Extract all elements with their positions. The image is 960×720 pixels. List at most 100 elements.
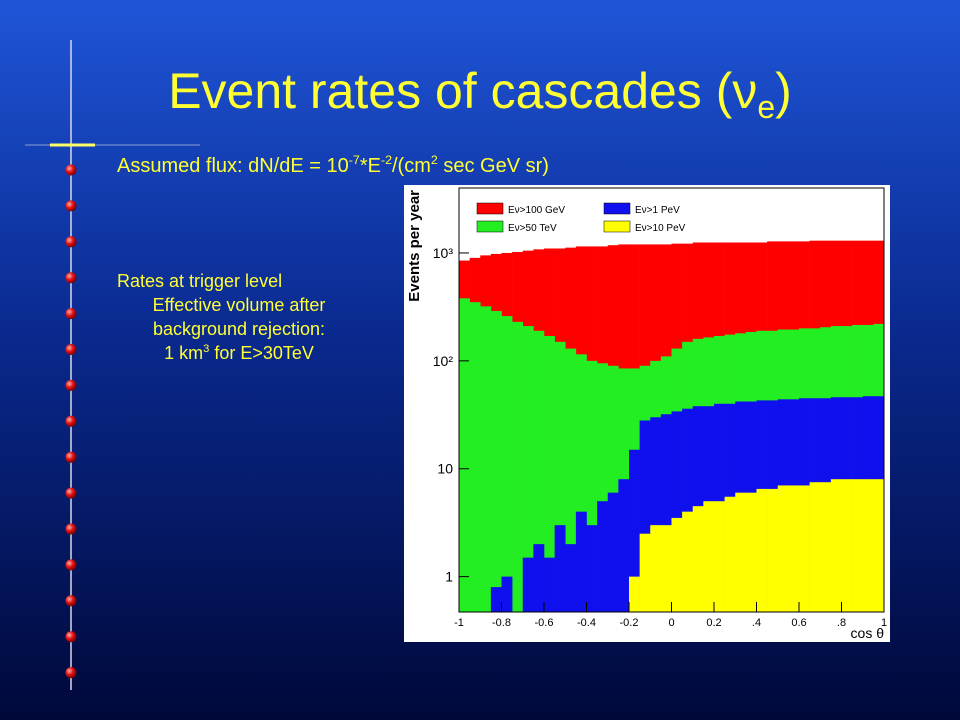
slide-title: Event rates of cascades (νe)	[168, 63, 792, 125]
legend-swatch	[476, 220, 504, 233]
histogram-bar	[830, 479, 842, 612]
histogram-bar	[586, 525, 598, 612]
module-ball	[65, 487, 77, 499]
histogram-bar	[788, 485, 800, 612]
legend-swatch	[603, 202, 631, 215]
text-run: Rates at trigger level	[117, 271, 282, 291]
histogram-bar	[512, 321, 524, 612]
histogram-bar	[682, 511, 694, 612]
histogram-bar	[565, 348, 577, 612]
legend-swatch	[476, 202, 504, 215]
legend-swatch	[603, 220, 631, 233]
histogram-bar	[820, 482, 832, 612]
x-tick-label: 1	[881, 617, 887, 629]
histogram-bar	[682, 408, 694, 612]
text-run: for E>30TeV	[209, 343, 314, 363]
module-ball	[65, 667, 77, 679]
histogram-bar	[767, 488, 779, 612]
histogram-bar	[522, 557, 534, 612]
module-ball	[65, 415, 77, 427]
module-ball	[65, 379, 77, 391]
module-ball	[65, 272, 77, 284]
histogram-bar	[469, 302, 481, 612]
histogram-bar	[522, 326, 534, 612]
x-tick-label: -0.2	[620, 617, 639, 629]
detector-modules	[65, 164, 77, 679]
histogram-bar	[714, 501, 725, 612]
histogram-bar	[777, 485, 789, 612]
y-tick-label: 10²	[433, 353, 454, 369]
histogram-bar	[639, 420, 651, 612]
module-ball	[65, 559, 77, 571]
title-sub: e	[757, 89, 775, 125]
legend-label: Eν>1 PeV	[635, 205, 680, 216]
histogram-bar	[586, 360, 598, 612]
histogram-bar	[756, 488, 768, 612]
histogram-bar	[501, 316, 513, 612]
rates-line: Rates at trigger level	[117, 271, 282, 291]
histogram-bar	[724, 496, 736, 612]
histogram-bar	[544, 557, 555, 612]
histogram-bar	[597, 363, 609, 612]
module-ball	[65, 164, 77, 176]
x-tick-label: .4	[752, 617, 761, 629]
rates-text: Rates at trigger level Effective volume a…	[117, 271, 325, 363]
title-close: )	[775, 63, 792, 119]
module-ball	[65, 200, 77, 212]
histogram-bar	[554, 525, 566, 612]
y-tick-label: 10	[437, 461, 453, 477]
histogram-bar	[650, 417, 662, 612]
superscript: 2	[431, 153, 438, 167]
histogram-bar	[745, 492, 757, 612]
histogram-bar	[501, 576, 513, 612]
histogram-bar	[480, 306, 492, 612]
y-tick-label: 10³	[433, 245, 454, 261]
x-tick-label: -0.8	[492, 617, 511, 629]
x-tick-label: 0.6	[791, 617, 806, 629]
histogram-bar	[841, 479, 853, 612]
title-symbol: ν	[732, 63, 757, 119]
text-run: 1 km	[164, 343, 203, 363]
histogram-bar	[692, 506, 704, 612]
histogram-bar	[533, 544, 545, 612]
module-ball	[65, 523, 77, 535]
text-run: sec GeV sr)	[438, 155, 549, 177]
flux-text: Assumed flux: dN/dE = 10-7*E-2/(cm2 sec …	[117, 153, 549, 177]
superscript: 3	[203, 343, 209, 355]
text-run: /(cm	[392, 155, 431, 177]
histogram-bar	[459, 298, 470, 612]
text-run: *E	[360, 155, 381, 177]
histogram-bar	[554, 341, 566, 612]
y-axis-label: Events per year	[406, 190, 423, 302]
histogram-bar	[639, 533, 651, 612]
x-tick-label: 0	[668, 617, 674, 629]
module-ball	[65, 631, 77, 643]
legend-label: Eν>100 GeV	[508, 205, 565, 216]
title-text: Event rates of cascades (	[168, 63, 733, 119]
rates-line: 1 km3 for E>30TeV	[164, 343, 314, 363]
x-tick-label: -0.6	[535, 617, 554, 629]
legend-label: Eν>50 TeV	[508, 223, 557, 234]
module-ball	[65, 344, 77, 355]
histogram-bar	[852, 479, 864, 612]
x-tick-label: 0.2	[706, 617, 721, 629]
histogram-bar	[597, 501, 609, 612]
superscript: -7	[349, 153, 360, 167]
histogram-bar	[629, 576, 640, 612]
histogram-bar	[575, 354, 587, 612]
histogram-bar	[671, 517, 683, 612]
module-ball	[65, 595, 77, 607]
histogram-bar	[809, 482, 821, 612]
text-run: Assumed flux: dN/dE = 10	[117, 155, 349, 177]
legend-label: Eν>10 PeV	[635, 223, 686, 234]
x-tick-label: -1	[454, 617, 464, 629]
x-tick-label: -0.4	[577, 617, 596, 629]
histogram-bar	[490, 310, 502, 612]
histogram-bar	[544, 335, 555, 612]
histogram-bar	[799, 485, 810, 612]
y-tick-label: 1	[445, 569, 453, 585]
superscript: -2	[381, 153, 392, 167]
histogram-bar	[607, 365, 619, 612]
text-run: Effective volume after	[153, 295, 326, 315]
